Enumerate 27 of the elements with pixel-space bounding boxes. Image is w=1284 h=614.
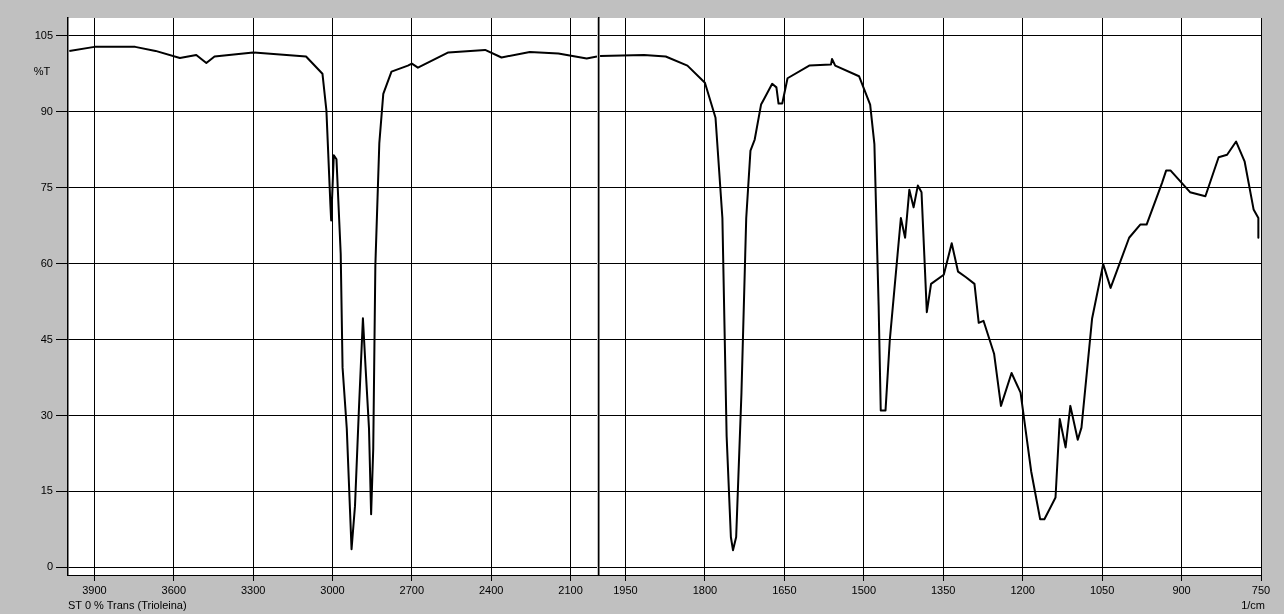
x-tick-label: 3000	[320, 583, 345, 596]
x-tick-label: 750	[1251, 583, 1271, 596]
y-tick-label: 45	[40, 332, 53, 345]
y-tick-label: 15	[40, 484, 53, 497]
x-tick-label: 1650	[772, 583, 797, 596]
y-tick-label: 105	[34, 28, 53, 41]
x-axis-title: 1/cm	[1241, 598, 1265, 611]
x-tick-label: 1800	[692, 583, 718, 596]
x-tick-label: 3300	[240, 583, 266, 596]
y-tick-label: 0	[46, 560, 53, 573]
y-axis-title: %T	[33, 65, 51, 78]
x-tick-label: 1050	[1089, 583, 1115, 596]
y-tick-label: 60	[40, 256, 53, 269]
x-tick-label: 1500	[851, 583, 877, 596]
x-tick-label: 3600	[161, 583, 187, 596]
x-tick-label: 2400	[478, 583, 504, 596]
x-tick-label: 1200	[1010, 583, 1035, 596]
x-tick-label: 3900	[82, 583, 107, 596]
x-tick-label: 2100	[558, 583, 583, 596]
x-tick-label: 2700	[399, 583, 425, 596]
y-tick-label: 90	[40, 104, 53, 117]
y-tick-label: 75	[40, 180, 53, 193]
x-tick-label: 1350	[931, 583, 956, 596]
y-tick-label: 30	[40, 408, 53, 421]
x-tick-label: 1950	[613, 583, 638, 596]
text: ST 0 % Trans (Trioleina)	[68, 598, 187, 611]
x-tick-label: 900	[1172, 583, 1191, 596]
